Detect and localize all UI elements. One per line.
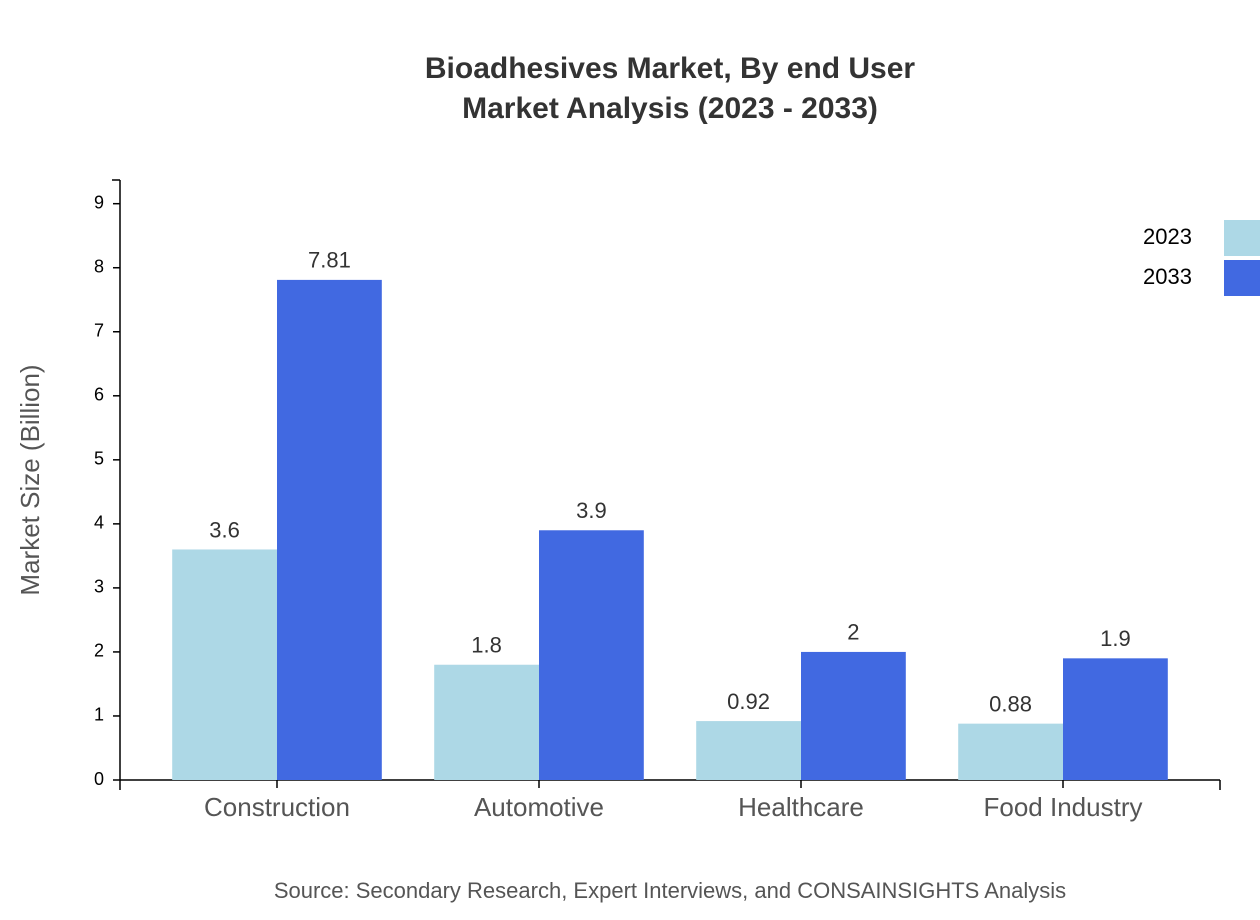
value-label: 1.8 — [471, 633, 502, 658]
bar — [434, 664, 539, 780]
x-tick-label: Automotive — [474, 792, 604, 822]
bar — [539, 530, 644, 780]
bar — [696, 721, 801, 780]
y-tick-label: 1 — [94, 705, 104, 725]
x-tick-label: Healthcare — [738, 792, 864, 822]
value-label: 0.88 — [989, 691, 1032, 716]
value-label: 3.6 — [209, 517, 240, 542]
y-tick-label: 4 — [94, 513, 104, 533]
bar — [277, 279, 382, 780]
bar — [958, 723, 1063, 780]
value-label: 7.81 — [308, 248, 351, 273]
chart-title: Bioadhesives Market, By end User — [425, 52, 916, 85]
y-tick-label: 2 — [94, 641, 104, 661]
value-label: 2 — [847, 620, 859, 645]
legend-label: 2023 — [1143, 224, 1192, 249]
y-tick-label: 9 — [94, 192, 104, 212]
legend-label: 2033 — [1143, 264, 1192, 289]
legend-swatch — [1224, 220, 1260, 256]
y-axis-label: Market Size (Billion) — [15, 364, 45, 595]
chart-subtitle: Market Analysis (2023 - 2033) — [462, 92, 878, 125]
source-note: Source: Secondary Research, Expert Inter… — [274, 878, 1066, 903]
legend-swatch — [1224, 260, 1260, 296]
y-tick-label: 8 — [94, 256, 104, 276]
value-label: 0.92 — [727, 689, 770, 714]
bar — [172, 549, 277, 780]
value-label: 1.9 — [1100, 626, 1131, 651]
y-tick-label: 6 — [94, 385, 104, 405]
y-tick-label: 0 — [94, 769, 104, 789]
y-tick-label: 3 — [94, 577, 104, 597]
y-tick-label: 5 — [94, 449, 104, 469]
x-tick-label: Construction — [204, 792, 350, 822]
y-tick-label: 7 — [94, 321, 104, 341]
x-tick-label: Food Industry — [984, 792, 1143, 822]
value-label: 3.9 — [576, 498, 607, 523]
bar — [1063, 658, 1168, 780]
bar — [801, 651, 906, 780]
